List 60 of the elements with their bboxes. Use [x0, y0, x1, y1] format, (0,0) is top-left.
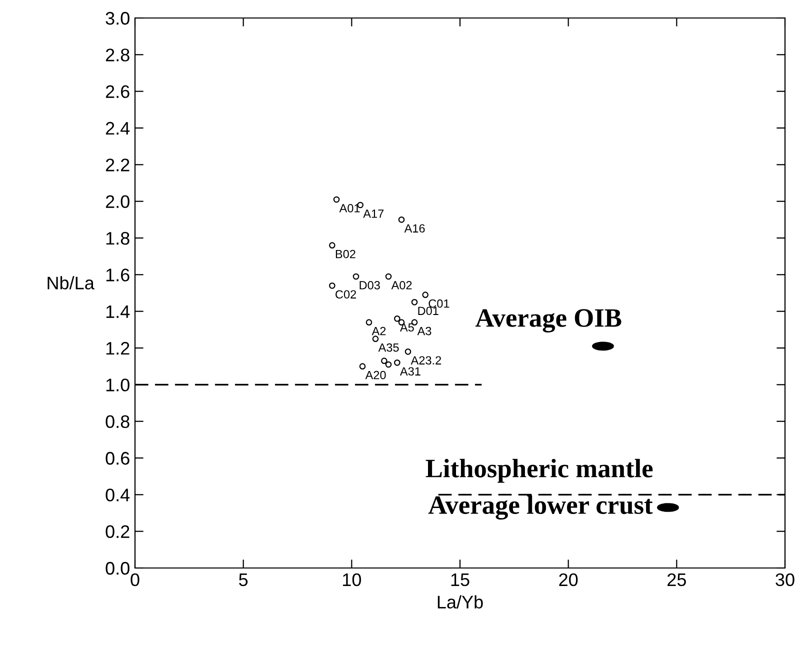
- annotation: A16: [404, 224, 425, 233]
- point: [394, 316, 400, 322]
- y-axis-title: Nb/La: [48, 276, 94, 290]
- point: [352, 273, 360, 280]
- y-tick-label: 1.2: [106, 342, 130, 355]
- y-tick-label: 0.2: [106, 525, 130, 538]
- annotation: Lithospheric mantle: [426, 458, 653, 483]
- y-tick-label: 1.8: [106, 232, 130, 245]
- point: [329, 282, 336, 289]
- annotation: D03: [360, 281, 380, 290]
- annotation: Average lower crust: [428, 495, 653, 520]
- y-tick-label: 2.0: [106, 195, 130, 208]
- x-tick-label: 10: [343, 573, 362, 586]
- y-tick-label: 2.4: [106, 122, 130, 135]
- point: [372, 336, 379, 342]
- annotation: A02: [391, 281, 412, 290]
- point: [329, 242, 336, 248]
- annotation: A5: [400, 323, 414, 332]
- point: [381, 358, 388, 364]
- annotation: A2: [372, 326, 386, 336]
- point: [422, 292, 428, 298]
- annotation: A35: [378, 343, 399, 352]
- y-tick-label: 1.0: [106, 378, 130, 392]
- y-tick-label: 3.0: [106, 12, 130, 25]
- annotation: Average OIB: [475, 309, 622, 332]
- point: [385, 361, 392, 368]
- annotation: A01: [339, 204, 360, 212]
- x-tick-label: 5: [239, 574, 248, 586]
- annotation: A31: [400, 367, 420, 376]
- y-tick-label: 0.4: [106, 488, 130, 502]
- point: [394, 360, 400, 366]
- point: [398, 216, 405, 223]
- annotation: C01: [428, 299, 450, 308]
- point: [366, 319, 372, 326]
- y-tick-label: 0.0: [106, 562, 130, 575]
- point: [385, 273, 392, 280]
- x-axis-title: La/Yb: [438, 595, 483, 609]
- y-tick-label: 0.6: [106, 452, 130, 465]
- y-tick-label: 2.2: [106, 158, 130, 172]
- y-tick-label: 0.8: [106, 415, 130, 428]
- annotation: C02: [336, 290, 356, 299]
- annotation: A3: [417, 326, 432, 336]
- x-tick-label: 20: [559, 573, 578, 586]
- point: [333, 196, 340, 203]
- annotation: A20: [365, 370, 386, 380]
- annotation: B02: [336, 250, 356, 258]
- x-tick-label: 0: [130, 573, 140, 586]
- point: [404, 348, 412, 355]
- x-tick-label: 30: [776, 573, 794, 586]
- y-tick-label: 1.6: [106, 268, 130, 282]
- y-tick-label: 1.4: [106, 305, 130, 318]
- y-tick-label: 2.8: [106, 48, 130, 62]
- point: [411, 299, 418, 306]
- point: [359, 363, 366, 370]
- annotation: A17: [363, 210, 384, 218]
- annotation: A23.2: [410, 356, 442, 365]
- x-tick-label: 25: [668, 573, 686, 586]
- annotation: D01: [418, 306, 438, 316]
- x-tick-label: 15: [451, 574, 470, 586]
- y-tick-label: 2.6: [106, 85, 130, 98]
